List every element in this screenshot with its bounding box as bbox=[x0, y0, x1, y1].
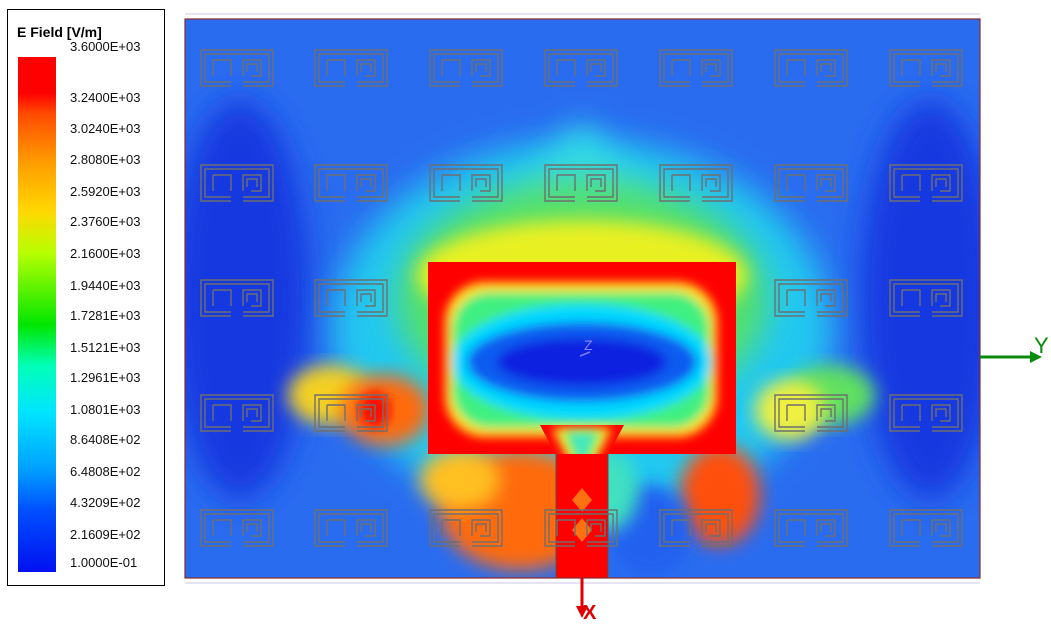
srr-cell bbox=[200, 49, 274, 87]
legend-title: E Field [V/m] bbox=[17, 24, 102, 40]
srr-cell bbox=[200, 279, 274, 317]
split-ring-resonators bbox=[200, 49, 963, 547]
legend-tick-label: 2.3760E+03 bbox=[70, 214, 141, 229]
srr-cell bbox=[429, 164, 503, 202]
srr-cell bbox=[429, 49, 503, 87]
field-distribution bbox=[185, 19, 980, 578]
legend-tick-label: 2.8080E+03 bbox=[70, 152, 141, 167]
srr-cell bbox=[774, 394, 848, 432]
srr-cell bbox=[889, 394, 963, 432]
legend-tick-label: 3.0240E+03 bbox=[70, 121, 141, 136]
srr-cell bbox=[889, 509, 963, 547]
legend-tick-label: 1.9440E+03 bbox=[70, 278, 141, 293]
srr-cell bbox=[314, 164, 388, 202]
srr-cell bbox=[314, 49, 388, 87]
legend-tick-label: 8.6408E+02 bbox=[70, 432, 141, 447]
legend-tick-label: 2.1600E+03 bbox=[70, 246, 141, 261]
srr-cell bbox=[774, 509, 848, 547]
legend-tick-label: 3.2400E+03 bbox=[70, 90, 141, 105]
srr-cell bbox=[544, 509, 618, 547]
srr-cell bbox=[314, 279, 388, 317]
srr-cell bbox=[889, 164, 963, 202]
legend-tick-label: 2.5920E+03 bbox=[70, 184, 141, 199]
srr-cell bbox=[659, 509, 733, 547]
srr-cell bbox=[314, 509, 388, 547]
y-axis-arrow bbox=[980, 351, 1042, 363]
legend-tick-label: 1.2961E+03 bbox=[70, 370, 141, 385]
y-axis-label: Y bbox=[1034, 333, 1049, 358]
srr-cell bbox=[544, 49, 618, 87]
z-axis-label: Z bbox=[584, 337, 593, 353]
srr-cell bbox=[659, 49, 733, 87]
legend-tick-label: 2.1609E+02 bbox=[70, 527, 141, 542]
srr-cell bbox=[774, 279, 848, 317]
srr-cell bbox=[200, 394, 274, 432]
color-legend: E Field [V/m] 3.6000E+03 3.2400E+03 3.0240… bbox=[7, 9, 165, 586]
legend-tick-label: 1.7281E+03 bbox=[70, 308, 141, 323]
z-axis-marker bbox=[579, 351, 591, 357]
legend-tick-label: 6.4808E+02 bbox=[70, 464, 141, 479]
srr-cell bbox=[200, 509, 274, 547]
srr-cell bbox=[659, 164, 733, 202]
x-axis-arrow bbox=[576, 578, 588, 618]
srr-cell bbox=[314, 394, 388, 432]
legend-tick-label: 4.3209E+02 bbox=[70, 495, 141, 510]
srr-cell bbox=[774, 164, 848, 202]
srr-cell bbox=[429, 509, 503, 547]
srr-cell bbox=[544, 164, 618, 202]
legend-tick-label: 1.0000E-01 bbox=[70, 555, 138, 570]
colorbar bbox=[18, 57, 56, 572]
legend-tick-label: 1.5121E+03 bbox=[70, 340, 141, 355]
legend-tick-label: 1.0801E+03 bbox=[70, 402, 141, 417]
srr-cell bbox=[889, 279, 963, 317]
feed-line bbox=[556, 454, 608, 578]
srr-cell bbox=[889, 49, 963, 87]
legend-tick-label: 3.6000E+03 bbox=[70, 39, 141, 54]
srr-cell bbox=[200, 164, 274, 202]
srr-cell bbox=[774, 49, 848, 87]
x-axis-label: X bbox=[583, 602, 597, 624]
